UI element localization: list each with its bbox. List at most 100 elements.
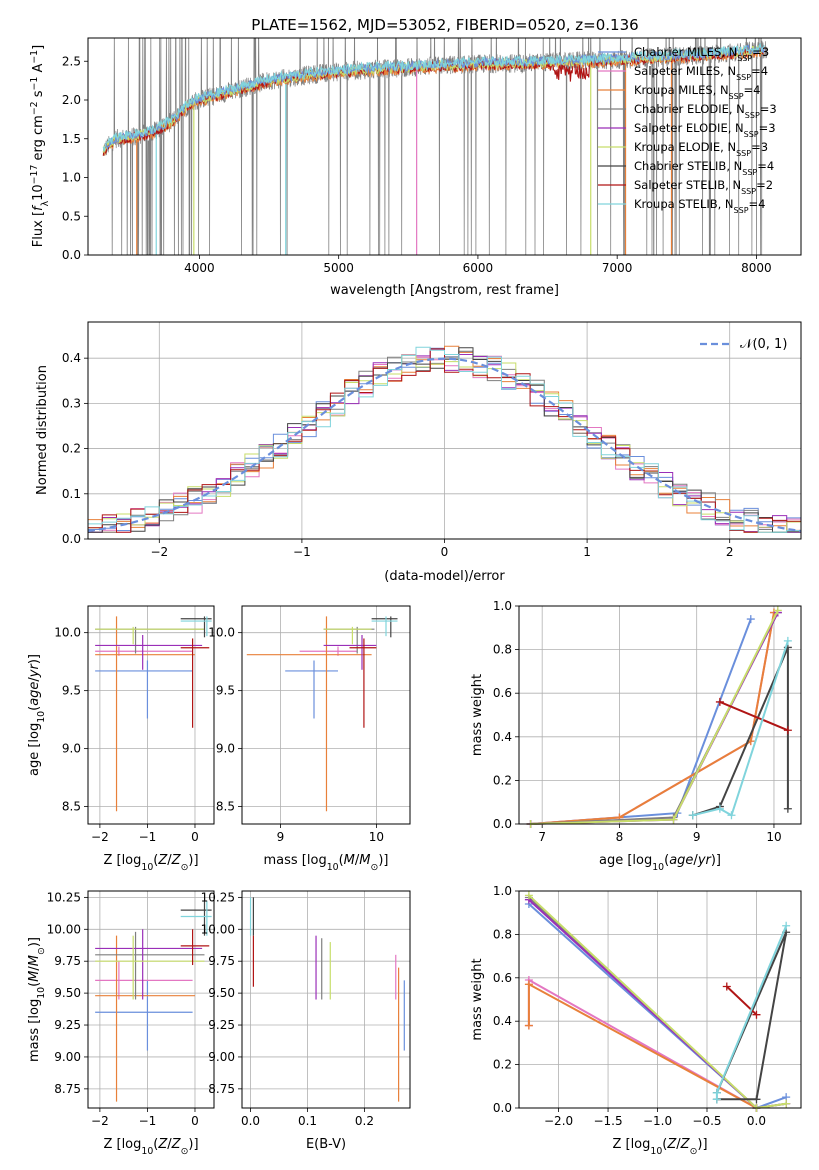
series-kroupa_miles	[526, 608, 778, 828]
series-salpeter_stelib	[715, 697, 792, 735]
errorbar-chabrier_miles	[95, 980, 193, 1051]
errorbar-chabrier_miles	[95, 660, 193, 719]
x-tick-label: 0.0	[747, 1114, 766, 1128]
y-axis-label: Flux [fλ10−17 erg cm−2 s−1 A−1]	[29, 45, 51, 247]
errorbar-salpeter_stelib	[180, 638, 210, 728]
y-tick-label: 1.0	[62, 171, 81, 185]
y-tick-label: 0.8	[493, 927, 512, 941]
label-part: f	[31, 204, 46, 211]
axes-frame	[87, 321, 802, 540]
x-axis-label: E(B-V)	[306, 1137, 346, 1152]
series-chabrier_miles	[526, 615, 755, 828]
series-marker	[782, 1099, 791, 1108]
label-part: ⊙	[371, 862, 379, 873]
histogram-kroupa_stelib	[88, 346, 801, 533]
legend-text: Salpeter STELIB, N	[634, 178, 741, 192]
label-part: age [	[27, 743, 42, 776]
label-part: Z [	[103, 1137, 121, 1152]
legend-sub: SSP	[734, 206, 749, 215]
series-marker	[524, 1021, 533, 1030]
label-part: 10	[327, 862, 339, 873]
label-part: (	[339, 853, 344, 868]
y-tick-label: 0.0	[62, 248, 81, 262]
axes-frame	[518, 890, 802, 1109]
legend-text: Kroupa MILES, N	[634, 83, 729, 97]
y-tick-label: 0.5	[62, 209, 81, 223]
x-tick-label: −0.5	[692, 1114, 721, 1128]
x-tick-label: 8000	[741, 261, 772, 275]
panels-group: 4000 5000 6000 7000 80000.00.51.01.52.02.5wa…	[27, 37, 802, 1157]
legend-tail: =3	[760, 102, 777, 116]
legend-tail: =4	[751, 64, 768, 78]
label-part: 10	[141, 862, 153, 873]
y-tick-label: 10.25	[47, 890, 81, 904]
label-part: 10	[36, 987, 47, 999]
label-part: s	[31, 90, 46, 101]
x-tick-label: 7	[538, 830, 546, 844]
histograms	[88, 345, 801, 533]
x-axis-label: age [log10(age/yr)]	[599, 853, 721, 873]
legend-tail: =4	[749, 197, 766, 211]
label-part: 10	[650, 1146, 662, 1157]
legend-text: Salpeter ELODIE, N	[634, 121, 744, 135]
panel-age_vs_Z: −2 −1 08.59.09.510.0Z [log10(Z/Z⊙)]age [lo…	[27, 605, 215, 873]
errorbar-salpeter_elodie	[323, 634, 377, 670]
x-tick-label: 5000	[323, 261, 354, 275]
y-tick-label: 1.5	[62, 132, 81, 146]
errorbar-kroupa_miles	[95, 935, 195, 1102]
y-tick-label: 0.2	[493, 773, 512, 787]
errorbar-kroupa_elodie	[95, 935, 205, 1000]
spectrum-lines	[102, 38, 768, 255]
label-part: Z	[680, 1137, 691, 1152]
series-marker	[727, 811, 736, 820]
y-tick-label: 9.25	[54, 1018, 81, 1032]
series-marker	[712, 1088, 721, 1097]
label-part: 10	[141, 1146, 153, 1157]
y-tick-label: 9.25	[208, 1018, 235, 1032]
series-marker	[715, 804, 724, 813]
y-tick-label: 8.75	[208, 1082, 235, 1096]
y-tick-label: 9.00	[54, 1050, 81, 1064]
x-tick-label: 8	[616, 830, 624, 844]
legend-sub: SSP	[729, 92, 744, 101]
y-tick-label: 0.4	[493, 730, 512, 744]
series-line	[530, 609, 779, 825]
errorbar-salpeter_elodie	[95, 634, 203, 670]
series-chabrier_stelib	[688, 643, 792, 820]
label-part: 10	[31, 184, 46, 201]
label-part: log	[27, 723, 42, 743]
axes-frame	[87, 37, 802, 256]
label-part: 10	[652, 862, 664, 873]
errorbar-salpeter_stelib	[349, 638, 377, 728]
axes-frame	[87, 890, 215, 1109]
series-marker	[746, 615, 755, 624]
label-part: Z [	[612, 1137, 630, 1152]
panel-spectrum: 4000 5000 6000 7000 8000 0.0 0.5 1.0 1.5 2.0 2.5 wa…	[29, 37, 802, 298]
label-part: )]	[378, 853, 388, 868]
series-marker	[782, 921, 791, 930]
legend-tail: =3	[752, 45, 769, 59]
legend-sub: SSP	[745, 111, 760, 120]
errorbar-chabrier_elodie	[323, 626, 375, 654]
label-part: M	[344, 853, 355, 868]
label-part: Flux [	[31, 211, 46, 247]
label-part: Z	[157, 853, 168, 868]
label-part: Z	[171, 1137, 182, 1152]
label-part: (	[662, 1137, 667, 1152]
series-marker	[524, 891, 533, 900]
label-part: log	[632, 853, 652, 868]
y-tick-label: 0.2	[493, 1058, 512, 1072]
legend-entry: Kroupa STELIB, NSSP=4	[634, 197, 765, 215]
series-marker	[669, 815, 678, 824]
label-part: )]	[711, 853, 721, 868]
y-tick-label: 0.1	[62, 487, 81, 501]
panel-mass_vs_EBV: 0.0 0.1 0.2 8.75 9.00 9.25 9.50 9.75 10.00 10.25 E…	[201, 890, 411, 1152]
x-tick-label: 10	[766, 830, 781, 844]
x-tick-label: 9	[693, 830, 701, 844]
series-kroupa_elodie	[526, 606, 782, 828]
series-marker	[752, 1010, 761, 1019]
